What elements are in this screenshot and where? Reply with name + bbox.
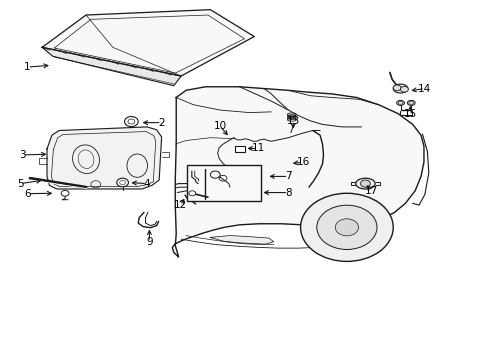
Text: 3: 3 [20, 150, 26, 160]
Text: 12: 12 [173, 200, 186, 210]
Ellipse shape [396, 100, 404, 105]
Polygon shape [42, 47, 181, 86]
Text: 9: 9 [146, 237, 152, 247]
Circle shape [400, 86, 407, 92]
Text: 6: 6 [24, 189, 31, 199]
Circle shape [360, 180, 369, 187]
Text: 4: 4 [143, 179, 150, 189]
Text: 7: 7 [285, 171, 291, 181]
Bar [186, 165, 261, 201]
Polygon shape [210, 235, 273, 244]
Text: 1: 1 [24, 62, 31, 72]
Text: 13: 13 [286, 116, 299, 126]
Text: 11: 11 [251, 143, 264, 153]
Polygon shape [47, 127, 161, 189]
Text: 16: 16 [296, 157, 309, 167]
Text: 2: 2 [158, 118, 164, 128]
Text: 15: 15 [403, 109, 416, 119]
Text: 5: 5 [17, 179, 23, 189]
Circle shape [335, 219, 358, 236]
Circle shape [117, 178, 128, 187]
Circle shape [300, 193, 392, 261]
Text: 14: 14 [417, 84, 430, 94]
Text: 8: 8 [285, 188, 291, 198]
Text: 17: 17 [364, 186, 377, 197]
Text: 10: 10 [213, 121, 226, 131]
Ellipse shape [392, 84, 407, 93]
Circle shape [316, 205, 376, 249]
FancyBboxPatch shape [234, 145, 245, 152]
Ellipse shape [355, 178, 374, 189]
Circle shape [188, 191, 195, 196]
Circle shape [392, 85, 400, 91]
Polygon shape [42, 10, 254, 76]
Polygon shape [172, 87, 423, 257]
Circle shape [61, 190, 69, 196]
Ellipse shape [407, 100, 414, 105]
